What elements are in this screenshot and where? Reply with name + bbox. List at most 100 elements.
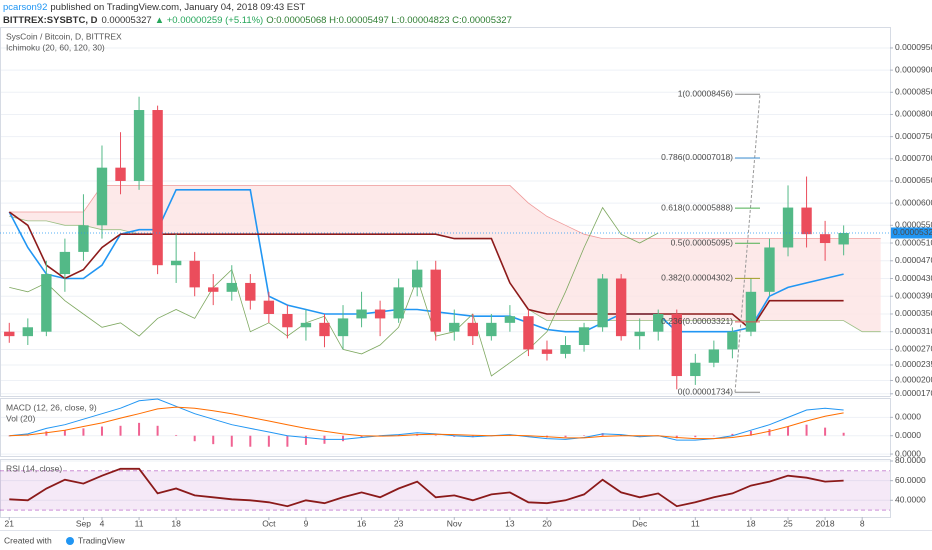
- candle-body: [523, 316, 534, 350]
- y-tick-label: 0.00006000: [895, 197, 932, 207]
- x-tick-label: 8: [860, 518, 865, 528]
- fib-label: 0.382(0.00004302): [661, 273, 733, 283]
- candle-body: [838, 232, 849, 245]
- x-tick-label: 16: [357, 518, 367, 528]
- histogram-bar: [564, 435, 567, 438]
- candle-body: [801, 207, 812, 235]
- histogram-bar: [805, 424, 808, 436]
- pane-title: MACD (12, 26, close, 9): [6, 402, 97, 412]
- candle-body: [374, 309, 386, 319]
- fib-label: 0.5(0.00005095): [671, 238, 734, 248]
- y-tick-label: 0.00003500: [895, 308, 932, 318]
- histogram-bar: [63, 430, 66, 436]
- x-tick-label: 11: [135, 518, 144, 528]
- candle-body: [115, 167, 126, 181]
- histogram-bar: [193, 435, 196, 442]
- histogram-bar: [249, 435, 252, 447]
- candle-body: [393, 287, 404, 319]
- candle-body: [486, 322, 497, 337]
- candle-body: [634, 331, 645, 337]
- y-tick-label: 0.00008000: [895, 109, 932, 119]
- histogram-bar: [230, 435, 233, 447]
- x-tick-label: Dec: [632, 518, 648, 528]
- fib-label: 0.618(0.00005888): [661, 202, 733, 212]
- y-tick-label: 0.00007000: [895, 153, 932, 163]
- candle-body: [245, 282, 256, 301]
- histogram-bar: [842, 432, 845, 436]
- histogram-bar: [824, 427, 827, 436]
- series-line: [9, 398, 844, 441]
- candle-body: [467, 322, 479, 337]
- y-tick-label: 0.0000: [895, 412, 921, 422]
- author[interactable]: pcarson92: [3, 2, 47, 13]
- x-tick-label: 20: [542, 518, 552, 528]
- y-tick-label: 0.00002350: [895, 359, 932, 369]
- candle-body: [170, 260, 182, 266]
- candle-body: [356, 309, 367, 319]
- candle-body: [319, 322, 330, 337]
- series-line: [9, 467, 844, 508]
- y-tick-label: 0.00003100: [895, 326, 932, 336]
- histogram-bar: [45, 431, 48, 436]
- candle-body: [41, 274, 52, 332]
- histogram-bar: [453, 435, 456, 437]
- y-tick-label: 0.0000: [895, 448, 921, 458]
- histogram-bar: [694, 435, 697, 438]
- histogram-bar: [638, 435, 641, 437]
- indicator-line: [8, 211, 844, 331]
- y-tick-label: 0.00008500: [895, 87, 932, 97]
- histogram-bar: [100, 426, 103, 436]
- y-tick-label: 0.00007500: [895, 131, 932, 141]
- histogram-bar: [527, 435, 530, 437]
- candle-body: [819, 234, 831, 244]
- last-price-tag: [891, 227, 932, 239]
- symbol: BITTREX:SYSBTC, D: [3, 15, 98, 26]
- y-tick-label: 0.00006500: [895, 175, 932, 185]
- x-tick-label: 25: [783, 518, 793, 528]
- band-fill: [0, 470, 890, 511]
- candle-body: [449, 322, 460, 332]
- histogram-bar: [731, 433, 734, 436]
- candle-body: [690, 362, 701, 377]
- pane-indicator: Vol (20): [6, 413, 35, 423]
- histogram-bar: [620, 434, 623, 436]
- histogram-bar: [212, 435, 215, 445]
- candle-body: [96, 167, 108, 226]
- candle-body: [764, 247, 775, 292]
- histogram-bar: [82, 428, 85, 436]
- x-tick-label: 23: [394, 518, 404, 528]
- x-tick-label: 11: [691, 518, 700, 528]
- histogram-bar: [768, 429, 771, 436]
- macd-pane-border: [0, 398, 891, 457]
- candle-body: [671, 313, 682, 377]
- candle-body: [653, 313, 664, 332]
- candle-body: [59, 251, 71, 275]
- histogram-bar: [397, 434, 400, 436]
- y-tick-label: 0.00003900: [895, 290, 932, 300]
- header-line-1: pcarson92 published on TradingView.com, J…: [3, 2, 305, 13]
- candle-body: [504, 316, 516, 323]
- histogram-bar: [119, 425, 122, 436]
- histogram-bar: [601, 433, 604, 436]
- x-tick-label: Sep: [76, 518, 91, 528]
- y-tick-label: 0.00009500: [895, 42, 932, 52]
- candle-body: [615, 278, 627, 337]
- brand-icon: [66, 537, 74, 545]
- candle-body: [152, 110, 163, 266]
- histogram-bar: [342, 435, 345, 442]
- candle-body: [560, 345, 571, 354]
- rsi-pane-border: [0, 459, 891, 518]
- x-tick-label: 9: [304, 518, 309, 528]
- x-tick-label: Oct: [262, 518, 276, 528]
- x-tick-label: Nov: [447, 518, 463, 528]
- y-tick-label: 0.00002000: [895, 375, 932, 385]
- histogram-bar: [304, 435, 307, 445]
- histogram-bar: [675, 435, 678, 439]
- candle-body: [208, 287, 219, 292]
- x-tick-label: 2018: [816, 518, 835, 528]
- footer-brand[interactable]: TradingView: [78, 535, 126, 545]
- x-tick-label: 4: [100, 518, 105, 528]
- y-tick-label: 0.00004300: [895, 273, 932, 283]
- histogram-bar: [138, 422, 141, 436]
